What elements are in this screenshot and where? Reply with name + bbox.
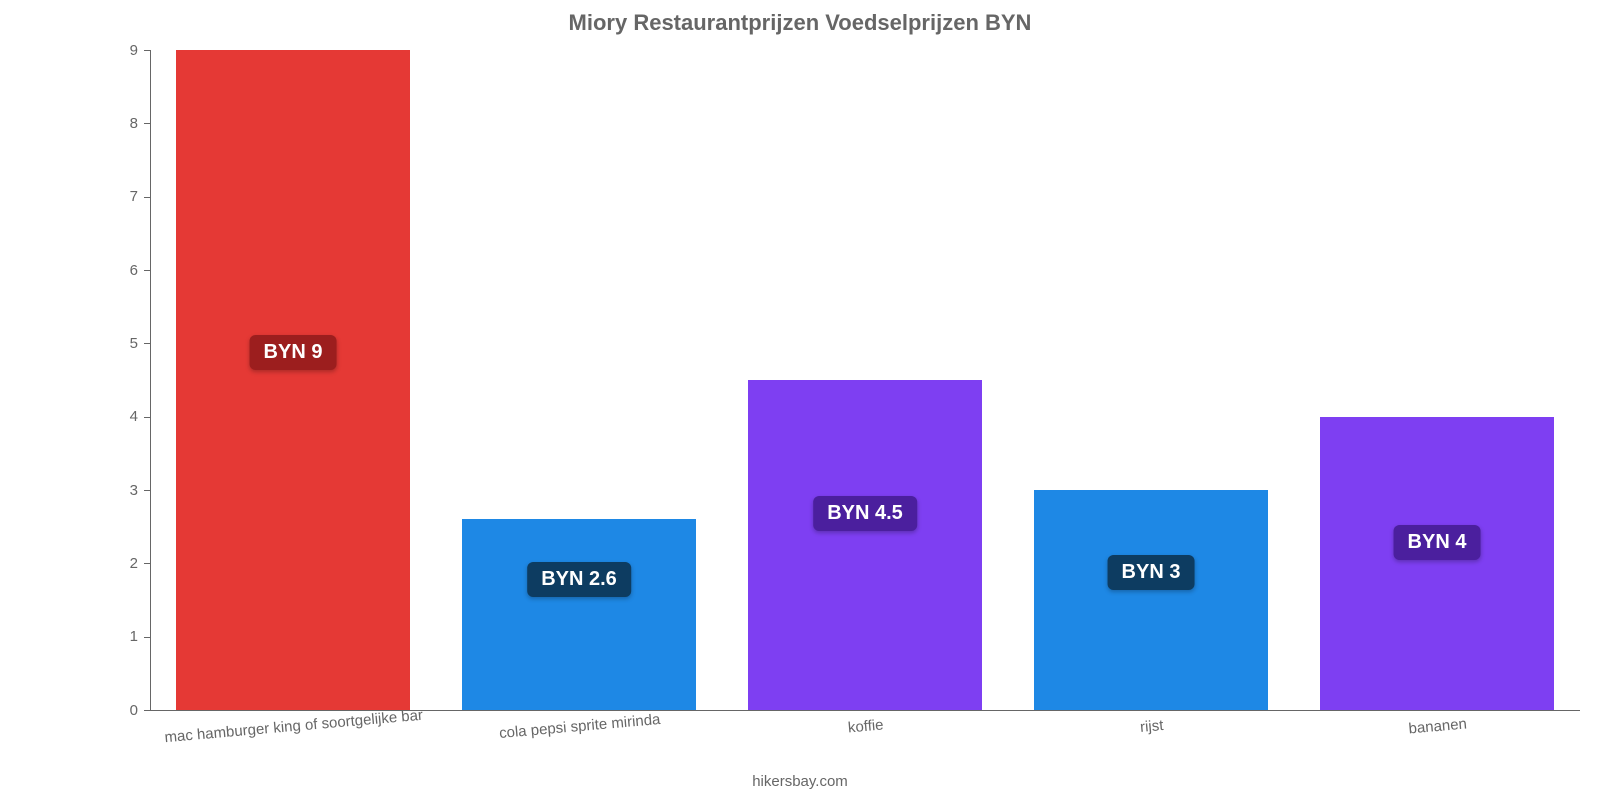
y-tick-label: 5 (104, 335, 138, 352)
bar (176, 50, 411, 710)
value-badge: BYN 2.6 (527, 562, 631, 597)
y-tick-label: 8 (104, 115, 138, 132)
y-tick-label: 7 (104, 188, 138, 205)
y-tick-mark (144, 710, 150, 711)
y-tick-mark (144, 123, 150, 124)
value-badge: BYN 4 (1394, 525, 1481, 560)
y-tick-mark (144, 490, 150, 491)
chart-container: Miory Restaurantprijzen Voedselprijzen B… (0, 0, 1600, 800)
plot-area: 0123456789BYN 9mac hamburger king of soo… (150, 50, 1580, 710)
chart-title: Miory Restaurantprijzen Voedselprijzen B… (0, 10, 1600, 36)
y-tick-mark (144, 197, 150, 198)
y-axis-line (150, 50, 151, 710)
y-tick-label: 2 (104, 555, 138, 572)
y-tick-mark (144, 50, 150, 51)
y-tick-mark (144, 270, 150, 271)
y-tick-label: 9 (104, 42, 138, 59)
y-tick-mark (144, 417, 150, 418)
y-tick-label: 3 (104, 482, 138, 499)
y-tick-label: 6 (104, 262, 138, 279)
attribution-text: hikersbay.com (0, 773, 1600, 790)
y-tick-label: 4 (104, 408, 138, 425)
y-tick-mark (144, 563, 150, 564)
y-tick-label: 1 (104, 628, 138, 645)
y-tick-mark (144, 343, 150, 344)
value-badge: BYN 4.5 (813, 496, 917, 531)
bar (748, 380, 983, 710)
value-badge: BYN 9 (250, 335, 337, 370)
y-tick-mark (144, 637, 150, 638)
y-tick-label: 0 (104, 702, 138, 719)
bar (1320, 417, 1555, 710)
bar (1034, 490, 1269, 710)
bar (462, 519, 697, 710)
value-badge: BYN 3 (1108, 555, 1195, 590)
